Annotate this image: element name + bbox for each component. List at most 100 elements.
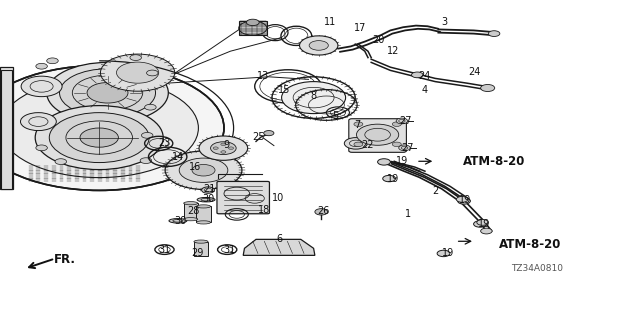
Text: 24: 24 [468,67,481,77]
FancyBboxPatch shape [217,181,269,214]
Circle shape [49,113,149,163]
Text: 18: 18 [258,205,271,215]
Circle shape [145,104,156,110]
Circle shape [199,136,248,160]
Text: 31: 31 [158,245,171,255]
Text: 19: 19 [387,174,399,184]
Text: 13: 13 [257,71,269,81]
Circle shape [354,142,363,147]
Circle shape [300,36,338,55]
Circle shape [456,196,468,202]
Text: 11: 11 [324,17,337,28]
Circle shape [264,131,274,136]
Circle shape [481,228,492,234]
Text: 19: 19 [458,195,471,205]
Circle shape [309,41,328,50]
Circle shape [315,209,328,215]
Text: 24: 24 [418,71,431,81]
Circle shape [36,63,47,69]
Circle shape [130,55,141,60]
Bar [239,21,267,35]
Text: ATM-8-20: ATM-8-20 [499,238,561,251]
Circle shape [228,147,234,149]
Circle shape [488,31,500,36]
Circle shape [21,76,62,97]
Text: 9: 9 [223,140,230,150]
Circle shape [282,82,346,114]
Text: 31: 31 [223,245,236,255]
Circle shape [246,19,259,26]
Circle shape [116,62,159,83]
Text: 6: 6 [276,234,282,244]
Circle shape [20,113,56,131]
FancyBboxPatch shape [1,70,12,189]
Circle shape [47,58,58,64]
Ellipse shape [169,219,187,223]
Ellipse shape [196,221,211,224]
Circle shape [55,159,67,164]
Text: 19: 19 [478,219,491,229]
Circle shape [221,151,226,153]
Ellipse shape [184,202,198,205]
Circle shape [35,106,163,170]
Circle shape [392,122,401,126]
Circle shape [412,72,423,78]
Circle shape [211,142,236,155]
Circle shape [378,159,390,165]
Circle shape [47,62,168,123]
Text: ATM-8-20: ATM-8-20 [463,155,525,168]
Circle shape [354,122,363,126]
Circle shape [140,158,152,164]
Text: 26: 26 [317,206,330,216]
Text: TZ34A0810: TZ34A0810 [511,264,563,273]
Circle shape [213,147,218,149]
Circle shape [481,84,495,92]
Text: 10: 10 [271,193,284,204]
Circle shape [87,83,128,103]
FancyBboxPatch shape [349,119,406,152]
Bar [194,242,208,256]
Circle shape [141,132,153,138]
Text: 16: 16 [189,162,202,172]
Circle shape [383,175,396,182]
Bar [184,203,198,219]
Circle shape [36,145,47,151]
Text: 4: 4 [422,85,428,95]
Bar [0,67,13,189]
Circle shape [0,78,198,178]
Circle shape [396,118,408,124]
Circle shape [477,220,488,225]
Circle shape [80,128,118,147]
Circle shape [202,187,214,193]
Circle shape [179,158,228,182]
Circle shape [437,250,450,257]
Text: 14: 14 [172,152,184,162]
Circle shape [474,221,486,227]
Ellipse shape [184,218,198,221]
Text: 28: 28 [187,206,200,216]
Ellipse shape [196,205,211,208]
Text: 21: 21 [203,184,216,195]
Ellipse shape [197,197,215,202]
Circle shape [165,151,242,189]
Bar [196,206,211,222]
Circle shape [192,164,215,176]
Circle shape [356,124,399,145]
Text: 29: 29 [191,248,204,259]
Circle shape [147,70,158,76]
Text: 17: 17 [353,23,366,33]
Text: 25: 25 [252,132,265,142]
Circle shape [100,54,175,91]
Text: FR.: FR. [54,253,76,266]
Circle shape [458,198,470,204]
Circle shape [344,138,367,149]
Text: 22: 22 [361,140,374,150]
Text: 27: 27 [399,116,412,126]
Text: 1: 1 [404,209,411,220]
Circle shape [392,142,401,147]
Circle shape [0,66,224,190]
Text: 19: 19 [442,248,454,258]
Circle shape [60,69,156,117]
Text: 3: 3 [441,17,447,27]
Text: 5: 5 [332,111,339,122]
